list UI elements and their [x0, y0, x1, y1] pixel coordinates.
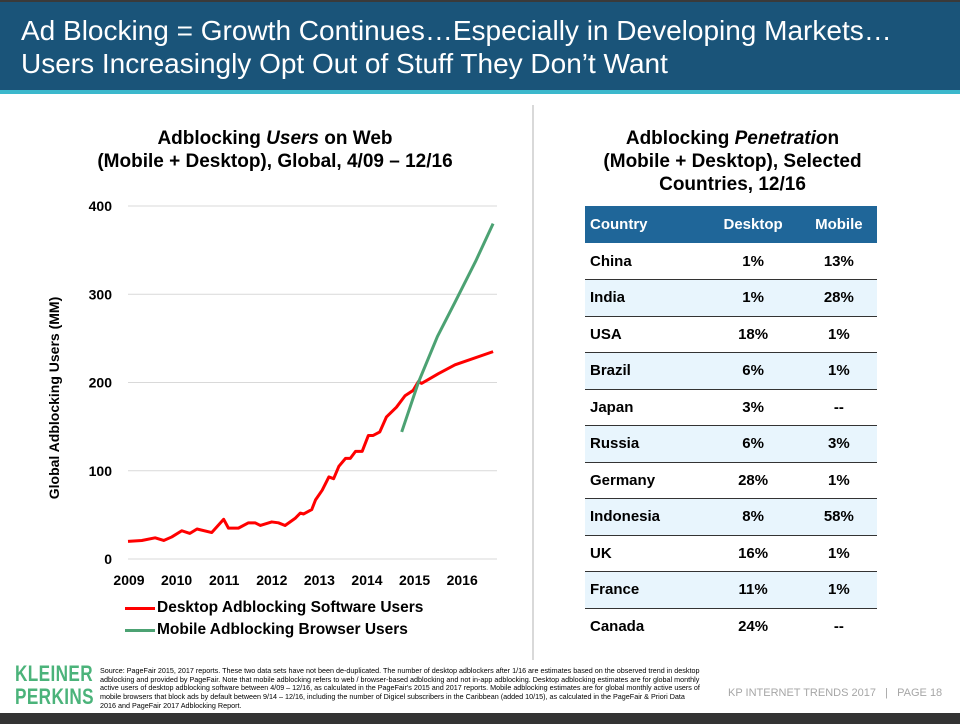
bottom-bar: [0, 713, 960, 724]
column-header: Country: [585, 206, 706, 243]
legend-label: Desktop Adblocking Software Users: [157, 599, 424, 616]
title-subline: (Mobile + Desktop), Selected: [603, 151, 862, 172]
top-strip: [0, 0, 960, 2]
divider: [532, 105, 534, 660]
slide-title: Ad Blocking = Growth Continues…Especiall…: [0, 2, 960, 90]
title-line-1: Ad Blocking = Growth Continues…Especiall…: [21, 15, 892, 46]
line-chart: 0 100 200 300 400 2009 2010 2011 2012 2013 2014 201…: [46, 198, 497, 588]
x-tick-label: 2015: [399, 572, 430, 588]
desktop-cell: 18%: [705, 316, 801, 353]
x-tick-label: 2011: [209, 572, 240, 588]
title-subline: Countries, 12/16: [659, 174, 806, 195]
table-row: Russia 6% 3%: [585, 425, 877, 463]
mobile-cell: 1%: [800, 462, 877, 499]
x-tick-label: 2013: [304, 572, 335, 588]
mobile-cell: 1%: [800, 571, 877, 609]
chart-title: Adblocking Users on Web (Mobile + Deskto…: [40, 127, 510, 173]
accent-line: [0, 90, 960, 94]
source-note: Source: PageFair 2015, 2017 reports. The…: [100, 666, 700, 710]
legend-item-desktop: Desktop Adblocking Software Users: [125, 597, 423, 619]
mobile-cell: --: [800, 389, 877, 426]
legend-swatch: [125, 628, 155, 632]
table-row: India 1% 28%: [585, 279, 877, 317]
table-title: Adblocking Penetration (Mobile + Desktop…: [560, 127, 905, 196]
table-row: France 11% 1%: [585, 571, 877, 609]
title-italic: Penetratio: [734, 128, 828, 149]
table-header-row: Country Desktop Mobile: [585, 206, 877, 243]
desktop-cell: 24%: [738, 618, 769, 635]
desktop-cell: 6%: [705, 425, 801, 463]
table-row: Canada 24% --: [585, 608, 877, 645]
x-tick-label: 2014: [351, 572, 382, 588]
x-tick-label: 2016: [447, 572, 478, 588]
table-row: USA 18% 1%: [585, 316, 877, 353]
country-cell: Russia: [585, 425, 706, 463]
mobile-cell: 13%: [800, 243, 877, 280]
y-tick-label: 0: [104, 551, 112, 567]
table-row: Indonesia 8% 58%: [585, 498, 877, 536]
y-tick-label: 200: [89, 375, 113, 391]
penetration-table: Country Desktop Mobile China 1% 13% India 1%…: [585, 206, 877, 645]
mobile-cell: 3%: [800, 425, 877, 463]
mobile-cell: 28%: [800, 279, 877, 317]
title-text: on Web: [319, 128, 393, 149]
legend-item-mobile: Mobile Adblocking Browser Users: [125, 619, 423, 641]
y-tick-label: 300: [89, 286, 113, 302]
column-header: Desktop: [705, 206, 801, 243]
table-row: Brazil 6% 1%: [585, 352, 877, 390]
desktop-cell: 1%: [705, 243, 801, 280]
desktop-cell: 16%: [705, 535, 801, 572]
logo-text: PERKINS: [15, 684, 95, 709]
table-row: China 1% 13%: [585, 243, 877, 280]
y-tick-label: 400: [89, 198, 113, 214]
desktop-cell: 1%: [705, 279, 801, 317]
title-italic: Users: [266, 128, 319, 149]
desktop-cell: 28%: [705, 462, 801, 499]
desktop-cell: 8%: [705, 498, 801, 536]
country-cell: Brazil: [585, 352, 706, 390]
mobile-cell: --: [833, 618, 844, 635]
desktop-cell: 11%: [705, 571, 801, 609]
title-line-2: Users Increasingly Opt Out of Stuff They…: [21, 48, 668, 79]
series-line-mobile: [400, 223, 495, 433]
country-cell: China: [585, 243, 706, 280]
page-footer: KP INTERNET TRENDS 2017 | PAGE 18: [728, 687, 943, 699]
y-axis-label: Global Adblocking Users (MM): [46, 297, 62, 500]
country-cell: France: [585, 571, 706, 609]
country-cell: Germany: [585, 462, 706, 499]
x-tick-label: 2010: [161, 572, 192, 588]
country-cell: UK: [585, 535, 706, 572]
legend-label: Mobile Adblocking Browser Users: [157, 621, 408, 638]
mobile-cell: 58%: [800, 498, 877, 536]
title-subline: (Mobile + Desktop), Global, 4/09 – 12/16: [97, 151, 453, 172]
x-tick-label: 2009: [113, 572, 144, 588]
x-tick-label: 2012: [256, 572, 287, 588]
country-cell: Japan: [585, 389, 706, 426]
column-header: Mobile: [800, 206, 877, 243]
series-line-desktop: [127, 350, 494, 543]
table-row: Germany 28% 1%: [585, 462, 877, 499]
country-cell: India: [585, 279, 706, 317]
country-cell: USA: [585, 316, 706, 353]
y-tick-label: 100: [89, 463, 113, 479]
country-cell: Canada: [590, 618, 645, 635]
title-text: n: [827, 128, 840, 149]
table-row: Japan 3% --: [585, 389, 877, 426]
title-text: Adblocking: [625, 128, 735, 149]
mobile-cell: 1%: [800, 316, 877, 353]
desktop-cell: 3%: [705, 389, 801, 426]
logo-text: KLEINER: [15, 661, 94, 686]
country-cell: Indonesia: [585, 498, 706, 536]
mobile-cell: 1%: [800, 535, 877, 572]
title-text: Adblocking: [157, 128, 267, 149]
legend-swatch: [125, 606, 155, 610]
legend: Desktop Adblocking Software Users Mobile…: [125, 597, 423, 641]
kleiner-perkins-logo: KLEINER PERKINS: [15, 662, 94, 708]
mobile-cell: 1%: [800, 352, 877, 390]
desktop-cell: 6%: [705, 352, 801, 390]
table-row: UK 16% 1%: [585, 535, 877, 572]
